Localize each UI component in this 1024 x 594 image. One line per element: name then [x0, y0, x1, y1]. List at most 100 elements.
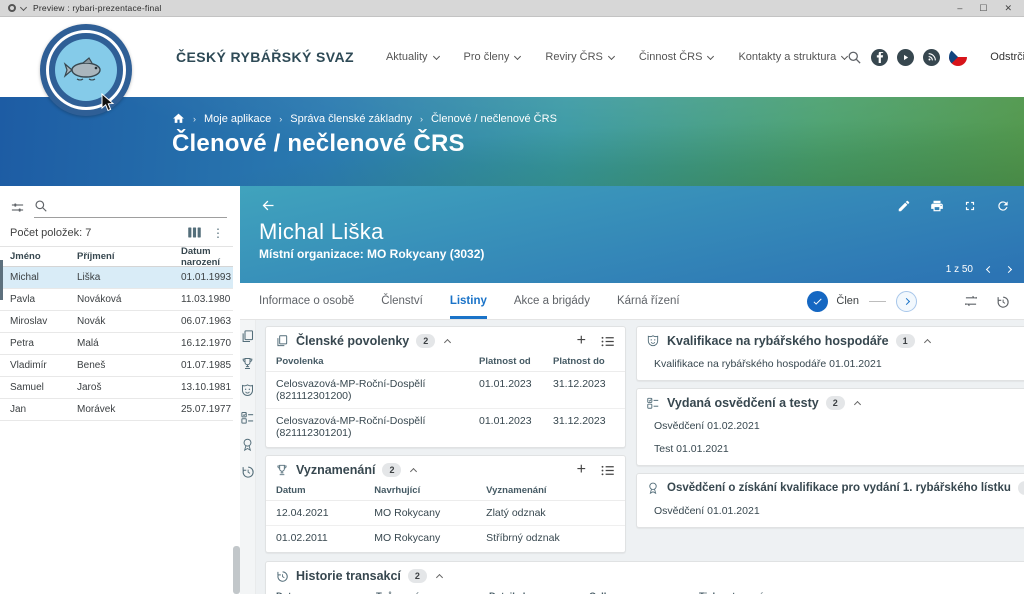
fullscreen-icon[interactable]	[963, 199, 977, 213]
award-ribbon-icon[interactable]	[240, 437, 255, 452]
member-status-badge: Člen	[836, 295, 859, 307]
pager-label: 1 z 50	[945, 264, 973, 275]
trophy-icon	[277, 464, 287, 476]
status-next-button[interactable]	[896, 290, 917, 312]
add-icon[interactable]: +	[576, 461, 586, 478]
member-row[interactable]: Vladimír Beneš 01.07.1985	[0, 355, 233, 377]
refresh-icon[interactable]	[996, 199, 1010, 213]
record-line[interactable]: Osvědčení 01.02.2021	[654, 420, 760, 432]
trophy-icon[interactable]	[240, 356, 255, 371]
checklist-icon	[647, 397, 659, 409]
tab-listiny[interactable]: Listiny	[449, 283, 487, 319]
record-line[interactable]: Test 01.01.2021	[654, 443, 729, 455]
crs-logo[interactable]	[40, 24, 132, 116]
member-row[interactable]: Petra Malá 16.12.1970	[0, 333, 233, 355]
nav-item-kontakty[interactable]: Kontakty a struktura	[738, 51, 849, 63]
column-header-jmeno[interactable]: Jméno	[10, 251, 41, 262]
content-scrollbar-thumb[interactable]	[233, 546, 240, 594]
panel-divider	[233, 186, 240, 594]
detail-header: Michal Liška Místní organizace: MO Rokyc…	[240, 186, 1024, 283]
member-row[interactable]: Michal Liška 01.01.1993	[0, 267, 233, 289]
collapse-icon[interactable]	[435, 573, 443, 582]
record-icon[interactable]	[8, 4, 16, 12]
collapse-icon[interactable]	[923, 338, 931, 347]
record-line[interactable]: Osvědčení 01.01.2021	[654, 505, 760, 517]
table-row[interactable]: 12.04.2021 MO Rokycany Zlatý odznak	[266, 501, 625, 526]
home-icon[interactable]	[172, 112, 185, 125]
tab-informace-o-osobe[interactable]: Informace o osobě	[259, 295, 355, 307]
nav-item-pro-cleny[interactable]: Pro členy	[464, 51, 522, 63]
collapse-icon[interactable]	[410, 467, 418, 476]
mask-icon[interactable]	[240, 383, 255, 398]
filter-icon[interactable]	[10, 200, 25, 215]
member-row[interactable]: Miroslav Novák 06.07.1963	[0, 311, 233, 333]
nav-item-cinnost[interactable]: Činnost ČRS	[639, 51, 715, 63]
card-title: Historie transakcí	[296, 569, 401, 583]
page-banner: › Moje aplikace › Správa členské základn…	[0, 97, 1024, 186]
site-header: ČESKÝ RYBÁŘSKÝ SVAZ Aktuality Pro členy …	[0, 17, 1024, 116]
section-icon-rail	[240, 320, 256, 594]
status-connector	[869, 300, 886, 302]
card-title: Kvalifikace na rybářského hospodáře	[667, 334, 889, 348]
search-icon	[35, 200, 47, 212]
table-header: Datum Navrhující Vyznamenání	[266, 482, 625, 501]
rss-icon[interactable]	[923, 48, 941, 66]
minimize-button[interactable]: –	[957, 3, 963, 13]
column-header-prijmeni[interactable]: Příjmení	[77, 251, 115, 262]
add-icon[interactable]: +	[576, 332, 586, 349]
mask-icon	[647, 335, 659, 347]
count-badge: 2	[416, 334, 436, 348]
facebook-icon[interactable]	[871, 48, 889, 66]
breadcrumb-item[interactable]: Moje aplikace	[204, 112, 272, 125]
tab-clenstvi[interactable]: Členství	[381, 295, 423, 307]
count-badge: 2	[407, 569, 427, 583]
count-badge: 2	[825, 396, 845, 410]
tab-akce-a-brigady[interactable]: Akce a brigády	[513, 295, 590, 307]
maximize-button[interactable]: ☐	[979, 2, 988, 13]
youtube-icon[interactable]	[897, 48, 915, 66]
columns-icon[interactable]	[187, 226, 202, 239]
detail-tabbar: Informace o osobě Členství Listiny Akce …	[240, 283, 1024, 320]
main-nav: Aktuality Pro členy Reviry ČRS Činnost Č…	[386, 51, 849, 63]
search-input[interactable]	[34, 199, 227, 218]
table-row[interactable]: 01.02.2011 MO Rokycany Stříbrný odznak	[276, 532, 560, 544]
history-icon[interactable]	[995, 294, 1010, 309]
record-line[interactable]: Kvalifikace na rybářského hospodáře 01.0…	[654, 358, 882, 370]
permits-icon[interactable]	[240, 329, 255, 344]
sidebar-scrollbar-thumb[interactable]	[0, 260, 3, 300]
breadcrumb-item[interactable]: Správa členské základny	[290, 112, 412, 125]
table-row[interactable]: Celosvazová-MP-Roční-Dospělí (8211123012…	[266, 372, 625, 409]
checklist-icon[interactable]	[240, 410, 255, 425]
member-row[interactable]: Jan Morávek 25.07.1977	[0, 399, 233, 421]
print-icon[interactable]	[930, 199, 944, 213]
count-badge: 2	[382, 463, 402, 477]
tab-karna-rizeni[interactable]: Kárná řízení	[616, 295, 680, 307]
close-button[interactable]: ✕	[1004, 2, 1012, 13]
member-row[interactable]: Pavla Nováková 11.03.1980	[0, 289, 233, 311]
award-ribbon-icon	[649, 482, 657, 495]
list-view-icon[interactable]	[600, 464, 615, 477]
member-name: Michal Liška	[259, 219, 384, 244]
listiny-content: Členské povolenky 2 + Povolenka	[240, 320, 1024, 594]
list-view-icon[interactable]	[600, 335, 615, 348]
edit-icon[interactable]	[897, 199, 911, 213]
search-icon[interactable]	[847, 50, 862, 65]
nav-item-aktuality[interactable]: Aktuality	[386, 51, 440, 63]
czech-flag-icon[interactable]	[949, 48, 968, 66]
pager-prev-icon[interactable]	[985, 265, 994, 274]
chevron-down-icon[interactable]	[19, 3, 28, 11]
member-row[interactable]: Samuel Jaroš 13.10.1981	[0, 377, 233, 399]
collapse-icon[interactable]	[853, 400, 861, 409]
back-arrow-icon[interactable]	[260, 198, 277, 213]
collapse-icon[interactable]	[444, 338, 452, 347]
workflow-icon[interactable]	[963, 294, 979, 308]
brand-title: ČESKÝ RYBÁŘSKÝ SVAZ	[176, 49, 354, 65]
pager-next-icon[interactable]	[1004, 265, 1013, 274]
transaction-history-icon[interactable]	[240, 464, 255, 479]
column-header-datum[interactable]: Datum narození	[181, 245, 221, 268]
breadcrumb-separator: ›	[193, 113, 196, 124]
nav-item-reviry[interactable]: Reviry ČRS	[545, 51, 615, 63]
table-row[interactable]: Celosvazová-MP-Roční-Dospělí (8211123012…	[276, 415, 606, 439]
kebab-menu-icon[interactable]: ⋮	[212, 225, 224, 240]
